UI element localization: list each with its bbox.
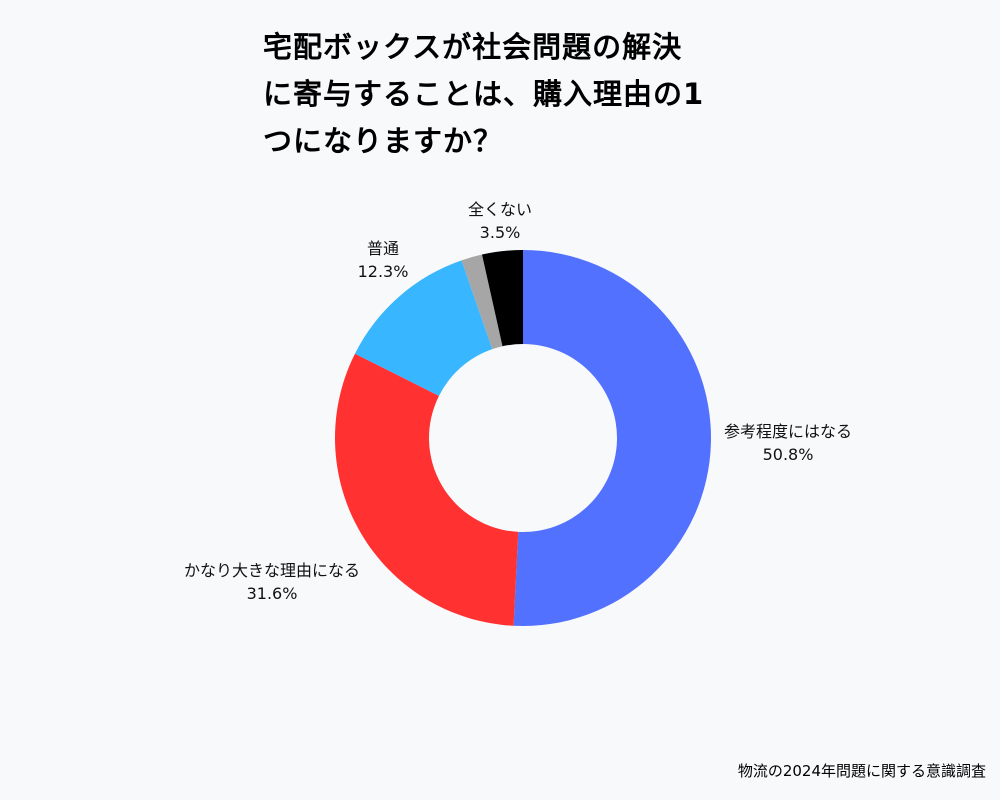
label-kanari-value: 31.6%: [247, 584, 298, 603]
label-mattaku-name: 全くない: [468, 200, 532, 219]
chart-title-line-1: 宅配ボックスが社会問題の解決: [263, 30, 683, 64]
source-note: 物流の2024年問題に関する意識調査: [737, 762, 986, 780]
chart-title-line-3: つになりますか？: [263, 124, 504, 158]
label-mattaku-value: 3.5%: [480, 223, 521, 242]
donut-slices: [335, 250, 711, 626]
slice-kanari: [335, 353, 519, 626]
slice-labels: 参考程度にはなる 50.8% かなり大きな理由になる 31.6% 普通 12.3% 全くない…: [184, 200, 852, 603]
label-futsuu-name: 普通: [367, 239, 399, 258]
slice-mattaku: [481, 250, 523, 347]
label-kanari-name: かなり大きな理由になる: [184, 561, 360, 580]
slice-futsuu: [354, 260, 493, 396]
chart-title-line-2: に寄与することは、購入理由の1: [263, 77, 705, 111]
chart-title: 宅配ボックスが社会問題の解決 に寄与することは、購入理由の1 つになりますか？: [263, 24, 823, 165]
slice-sankou: [513, 250, 711, 626]
label-sankou-value: 50.8%: [763, 445, 814, 464]
label-futsuu-value: 12.3%: [358, 262, 409, 281]
label-sankou-name: 参考程度にはなる: [724, 422, 852, 441]
slice-other: [461, 254, 503, 350]
